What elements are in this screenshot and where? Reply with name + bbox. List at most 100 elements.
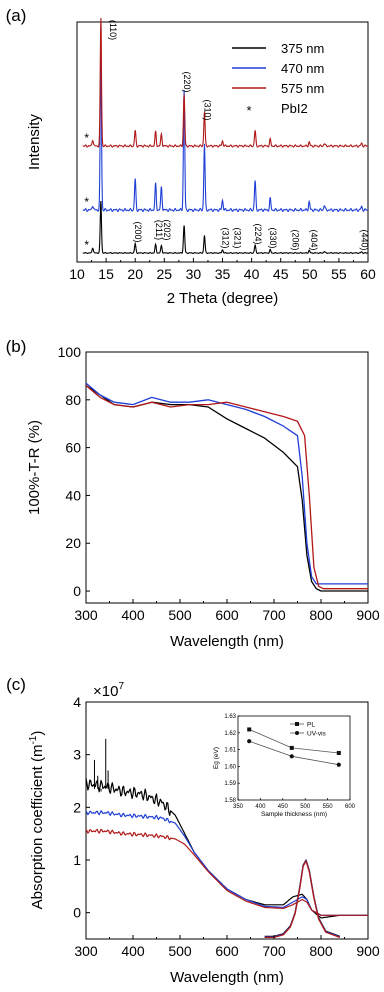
pbi2-marker: * xyxy=(84,131,89,145)
pbi2-marker: * xyxy=(84,195,89,209)
x-tick-label: 900 xyxy=(356,943,380,959)
y-tick-label: 100 xyxy=(58,344,82,360)
inset-y-tick-label: 1.59 xyxy=(224,781,236,787)
absorptance-trace-470nm xyxy=(85,382,368,585)
peak-index-label: (202) xyxy=(162,219,172,240)
x-axis-title-a: 2 Theta (degree) xyxy=(167,290,278,307)
x-tick-label: 55 xyxy=(331,266,347,282)
x-tick-label: 10 xyxy=(69,266,85,282)
x-tick-label: 700 xyxy=(262,607,286,623)
y-multiplier-label: ×107 xyxy=(93,681,124,700)
y-axis-title-sup: -1 xyxy=(28,735,39,744)
y-tick-label: 80 xyxy=(65,392,81,408)
x-tick-label: 600 xyxy=(215,943,239,959)
absorption-trace-575nm xyxy=(85,828,368,916)
pbi2-marker: * xyxy=(84,238,89,252)
x-tick-label: 700 xyxy=(262,943,286,959)
xrd-trace-375nm xyxy=(82,200,369,255)
y-axis-title-a: Intensity xyxy=(26,114,43,170)
x-tick-label: 300 xyxy=(74,607,98,623)
x-tick-label: 15 xyxy=(98,266,114,282)
absorption-trace-470nm xyxy=(85,810,368,916)
peak-index-label: (404) xyxy=(309,229,319,250)
y-tick-label: 2 xyxy=(73,799,81,815)
y-tick-label: 0 xyxy=(73,583,81,599)
inset-legend-label: PL xyxy=(307,722,315,729)
panel-label-b: (b) xyxy=(6,337,27,356)
xrd-trace-575nm xyxy=(82,17,369,148)
x-tick-label: 20 xyxy=(127,266,143,282)
x-tick-label: 35 xyxy=(215,266,231,282)
inset-y-tick-label: 1.61 xyxy=(224,748,236,754)
pl-trace xyxy=(264,860,341,939)
x-tick-label: 30 xyxy=(186,266,202,282)
peak-index-label: (330) xyxy=(268,227,278,248)
peak-index-label: (321) xyxy=(232,227,242,248)
x-tick-label: 300 xyxy=(74,943,98,959)
peak-index-label: (312) xyxy=(221,227,231,248)
inset-y-tick-label: 1.63 xyxy=(224,714,236,720)
x-axis-title-c: Wavelength (nm) xyxy=(170,969,284,986)
y-tick-label: 3 xyxy=(73,747,81,763)
y-axis-title-c: Absorption coefficient (m-1) xyxy=(28,731,46,910)
inset-y-tick-label: 1.58 xyxy=(224,798,236,804)
y-tick-label: 40 xyxy=(65,487,81,503)
absorptance-trace-575nm xyxy=(85,385,368,590)
inset-legend-label: UV-vis xyxy=(307,731,327,738)
x-tick-label: 50 xyxy=(302,266,318,282)
inset-x-tick-label: 350 xyxy=(233,804,244,810)
y-axis-title-b: 100%-T-R (%) xyxy=(26,420,43,515)
peak-index-label: (200) xyxy=(133,221,143,242)
inset-x-tick-label: 500 xyxy=(300,804,311,810)
inset-marker-square xyxy=(289,745,294,750)
x-axis-title-b: Wavelength (nm) xyxy=(170,633,284,650)
x-tick-label: 25 xyxy=(157,266,173,282)
x-tick-label: 500 xyxy=(168,943,192,959)
y-axis-title-close: ) xyxy=(29,731,46,736)
y-tick-label: 0 xyxy=(73,905,81,921)
peak-index-label: (224) xyxy=(253,223,263,244)
x-tick-label: 45 xyxy=(273,266,289,282)
legend-label: 575 nm xyxy=(281,81,324,96)
x-tick-label: 600 xyxy=(215,607,239,623)
peak-index-label: (440) xyxy=(360,229,370,250)
x-tick-label: 500 xyxy=(168,607,192,623)
inset-legend-marker xyxy=(295,731,299,735)
y-tick-label: 20 xyxy=(65,535,81,551)
panel-label-c: (c) xyxy=(6,675,26,694)
y-tick-label: 4 xyxy=(73,694,81,710)
absorptance-trace-375nm xyxy=(85,384,368,592)
y-tick-label: 1 xyxy=(73,852,81,868)
inset-legend-marker xyxy=(295,722,299,726)
inset-x-tick-label: 550 xyxy=(323,804,334,810)
inset-x-tick-label: 600 xyxy=(345,804,356,810)
x-tick-label: 40 xyxy=(244,266,260,282)
inset-frame xyxy=(237,715,351,801)
x-tick-label: 900 xyxy=(356,607,380,623)
legend-label: 470 nm xyxy=(281,61,324,76)
plot-frame-b xyxy=(85,351,369,604)
inset-y-tick-label: 1.62 xyxy=(224,731,236,737)
legend-marker: * xyxy=(246,103,251,118)
inset-marker-square xyxy=(336,750,341,755)
x-tick-label: 60 xyxy=(360,266,376,282)
x-tick-label: 800 xyxy=(309,607,333,623)
inset-y-axis-title: Eg (eV) xyxy=(213,747,220,769)
inset-marker-circle xyxy=(336,762,341,767)
inset-x-axis-title: Sample thickness (nm) xyxy=(261,811,327,818)
inset-x-tick-label: 450 xyxy=(278,804,289,810)
y-tick-label: 60 xyxy=(65,440,81,456)
peak-index-label: (310) xyxy=(202,99,212,120)
legend-label: 375 nm xyxy=(281,41,324,56)
x-tick-label: 800 xyxy=(309,943,333,959)
inset-marker-circle xyxy=(289,754,294,759)
peak-index-label: (206) xyxy=(290,229,300,250)
xrd-trace-470nm xyxy=(82,47,369,213)
legend-label: PbI2 xyxy=(281,101,308,116)
peak-index-label: (220) xyxy=(182,71,192,92)
inset-x-tick-label: 400 xyxy=(255,804,266,810)
inset-y-tick-label: 1.60 xyxy=(224,764,236,770)
peak-index-label: (110) xyxy=(108,20,118,40)
x-tick-label: 400 xyxy=(121,943,145,959)
